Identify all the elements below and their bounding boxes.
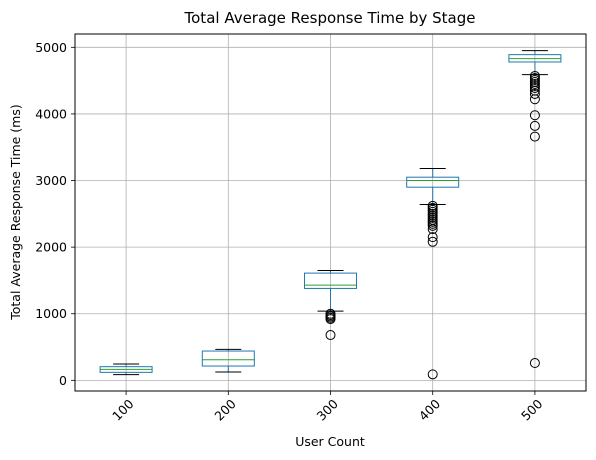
- box-300: [304, 269, 357, 341]
- axis-ticks: 0 1000 2000 3000 4000 5000 100 200 300 400 500: [35, 40, 545, 424]
- outlier-point: [427, 369, 438, 380]
- x-tick-label: 400: [416, 396, 444, 424]
- x-tick-label: 200: [211, 396, 239, 424]
- x-tick-label: 300: [314, 396, 342, 424]
- y-axis-label: Total Average Response Time (ms): [8, 104, 23, 321]
- outlier-point: [325, 330, 336, 341]
- outlier-point: [529, 131, 540, 142]
- iqr-box: [406, 176, 460, 188]
- outlier-point: [427, 220, 438, 231]
- outlier-point: [529, 88, 540, 99]
- boxes: [99, 50, 562, 380]
- outlier-point: [529, 120, 540, 131]
- iqr-box: [304, 272, 357, 289]
- outlier-point: [427, 232, 438, 243]
- box-500: [508, 50, 562, 369]
- x-axis-label: User Count: [295, 434, 365, 449]
- y-tick-label: 5000: [35, 40, 67, 55]
- outlier-point: [529, 110, 540, 121]
- y-tick-label: 0: [59, 373, 67, 388]
- y-tick-label: 3000: [35, 173, 67, 188]
- box-200: [201, 348, 255, 373]
- x-tick-label: 500: [518, 396, 546, 424]
- x-tick-label: 100: [109, 396, 137, 424]
- chart-title: Total Average Response Time by Stage: [184, 9, 476, 27]
- box-400: [406, 168, 460, 380]
- outlier-point: [427, 236, 438, 247]
- y-tick-label: 1000: [35, 306, 67, 321]
- outlier-point: [325, 314, 336, 325]
- grid: [75, 34, 586, 391]
- y-tick-label: 2000: [35, 240, 67, 255]
- y-tick-label: 4000: [35, 106, 67, 121]
- iqr-box: [201, 350, 255, 367]
- outlier-point: [427, 224, 438, 235]
- box-100: [99, 363, 153, 376]
- outlier-point: [529, 82, 540, 93]
- outlier-point: [529, 358, 540, 369]
- outlier-point: [529, 94, 540, 105]
